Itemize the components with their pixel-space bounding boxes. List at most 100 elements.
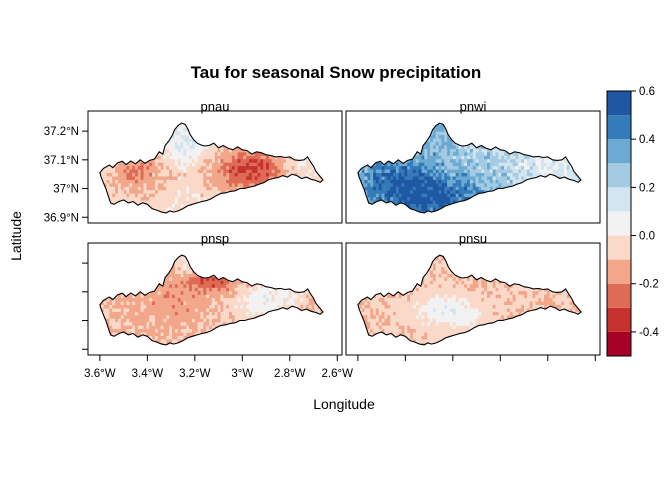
tau-cell xyxy=(524,134,528,139)
tau-cell xyxy=(393,134,397,139)
tau-cell xyxy=(203,179,207,184)
tau-cell xyxy=(381,179,385,184)
tau-cell xyxy=(200,138,204,142)
tau-cell xyxy=(381,124,385,129)
tau-cell xyxy=(326,183,329,187)
tau-cell xyxy=(516,214,519,218)
tau-cell xyxy=(288,165,293,170)
tau-cell xyxy=(504,127,508,132)
tau-cell xyxy=(393,214,396,218)
tau-cell xyxy=(254,206,258,211)
tau-cell xyxy=(260,203,264,208)
tau-cell xyxy=(123,127,127,132)
tau-cell xyxy=(395,179,400,184)
tau-cell xyxy=(100,148,105,153)
tau-cell xyxy=(412,131,417,136)
tau-cell xyxy=(132,131,136,136)
tau-cell xyxy=(435,127,440,132)
tau-cell xyxy=(464,175,468,180)
tau-cell xyxy=(197,138,202,142)
tau-cell xyxy=(358,144,363,149)
tau-cell xyxy=(509,158,514,163)
tau-cell xyxy=(126,186,130,191)
tau-cell xyxy=(538,206,542,211)
tau-cell xyxy=(357,124,360,129)
tau-cell xyxy=(535,189,539,194)
tau-cell xyxy=(447,158,451,163)
tau-cell xyxy=(314,210,318,213)
tau-cell xyxy=(303,162,307,167)
tau-cell xyxy=(444,148,448,153)
tau-cell xyxy=(498,193,502,198)
tau-cell xyxy=(266,169,270,173)
tau-cell xyxy=(303,124,307,129)
tau-cell xyxy=(189,179,193,184)
tau-cell xyxy=(472,196,477,201)
tau-cell xyxy=(487,182,491,187)
tau-cell xyxy=(367,169,371,173)
tau-cell xyxy=(234,138,239,142)
tau-cell xyxy=(509,138,514,142)
tau-cell xyxy=(495,134,499,139)
tau-cell xyxy=(269,117,272,121)
tau-cell xyxy=(157,141,162,146)
tau-cell xyxy=(484,148,488,153)
tau-cell xyxy=(194,124,199,129)
tau-cell xyxy=(95,190,98,194)
tau-cell xyxy=(303,169,307,173)
tau-cell xyxy=(95,301,98,305)
tau-cell xyxy=(461,203,465,208)
tau-cell xyxy=(106,256,110,261)
tau-cell xyxy=(412,169,417,173)
tau-cell xyxy=(109,287,113,292)
tau-cell xyxy=(311,158,315,163)
tau-cell xyxy=(421,182,425,187)
tau-cell xyxy=(246,200,250,204)
tau-cell xyxy=(197,158,202,163)
tau-cell xyxy=(518,193,522,198)
tau-cell xyxy=(412,189,417,194)
tau-cell xyxy=(438,123,442,125)
tau-cell xyxy=(303,193,307,198)
tau-cell xyxy=(314,144,318,149)
tau-cell xyxy=(529,206,534,211)
tau-cell xyxy=(561,165,565,170)
tau-cell xyxy=(498,165,502,170)
tau-cell xyxy=(140,200,145,204)
tau-cell xyxy=(358,158,363,163)
tau-cell xyxy=(183,175,187,180)
tau-cell xyxy=(260,179,264,184)
tau-cell xyxy=(495,196,499,201)
tau-cell xyxy=(475,210,479,213)
tau-cell xyxy=(209,169,213,173)
tau-cell xyxy=(283,186,287,191)
tau-cell xyxy=(99,141,102,146)
tau-cell xyxy=(444,193,448,198)
tau-cell xyxy=(527,117,530,121)
tau-cell xyxy=(555,134,559,139)
tau-cell xyxy=(432,206,437,211)
tau-cell xyxy=(288,182,293,187)
tau-cell xyxy=(529,124,534,129)
tau-cell xyxy=(152,117,155,121)
tau-cell xyxy=(518,196,522,201)
tau-cell xyxy=(487,134,491,139)
tau-cell xyxy=(226,179,230,184)
tau-cell xyxy=(516,117,519,121)
tau-cell xyxy=(467,151,471,156)
tau-cell xyxy=(169,172,173,177)
tau-cell xyxy=(99,134,102,139)
tau-cell xyxy=(393,117,396,121)
tau-cell xyxy=(552,158,556,163)
tau-cell xyxy=(120,155,125,160)
tau-cell xyxy=(373,151,377,156)
tau-cell xyxy=(149,196,153,201)
tau-cell xyxy=(353,124,356,128)
tau-cell xyxy=(509,169,514,173)
tau-cell xyxy=(444,196,448,201)
tau-cell xyxy=(169,175,173,180)
tau-cell xyxy=(294,141,298,146)
tau-cell xyxy=(99,311,102,316)
tau-cell xyxy=(358,148,363,153)
tau-cell xyxy=(569,203,573,208)
